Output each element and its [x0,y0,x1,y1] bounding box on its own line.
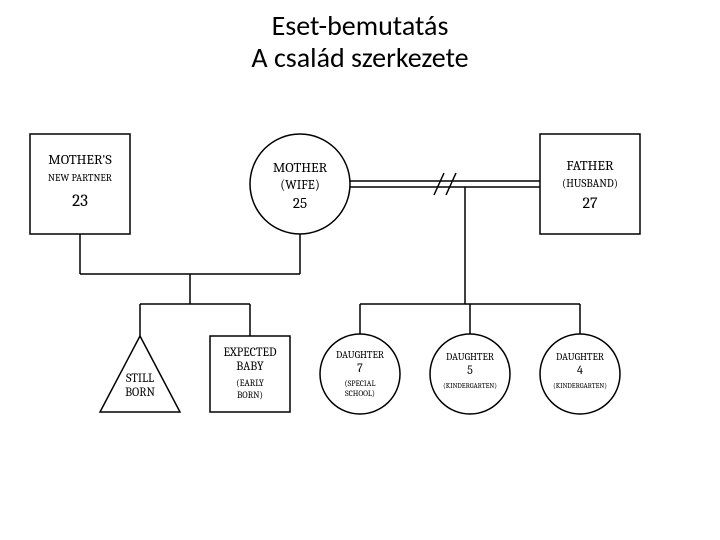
daughter7-label: 7 [357,361,363,375]
mother-label: MOTHER [273,159,328,176]
page-title: Eset-bemutatás A család szerkezete [0,0,720,74]
daughter5-label: DAUGHTER [446,351,495,363]
daughter5-label: 5 [467,363,473,377]
stillborn-label: BORN [125,385,155,399]
new_partner-shape [30,134,130,234]
title-line-2: A család szerkezete [0,42,720,74]
father-label: FATHER [566,157,614,174]
genogram-diagram: MOTHER'S NEW PARTNER 23 MOTHER (WIFE)25 FATHE… [0,74,720,534]
stillborn-label: STILL [126,371,154,385]
mother-label: (WIFE) [280,178,320,193]
expected-label: BORN) [237,391,263,401]
expected-label: EXPECTED [223,345,277,359]
stillborn: STILLBORN [125,371,155,399]
daughter7-label: DAUGHTER [336,349,385,361]
daughter5-label: (KINDERGARTEN) [443,382,497,390]
mother-label: 25 [293,194,307,212]
daughter4-label: DAUGHTER [556,351,605,363]
new_partner-label: 23 [72,192,88,211]
expected-label: (EARLY [236,379,264,389]
daughter7-label: (SPECIAL [345,379,376,388]
new_partner-label: NEW PARTNER [48,172,113,184]
title-line-1: Eset-bemutatás [0,10,720,42]
daughter7-label: SCHOOL) [345,389,375,398]
expected-label: BABY [236,359,264,373]
daughter4-label: (KINDERGARTEN) [553,382,607,390]
father-label: (HUSBAND) [562,177,618,190]
father-label: 27 [582,194,598,212]
daughter4-label: 4 [577,363,583,377]
new_partner-label: MOTHER'S [48,151,112,168]
